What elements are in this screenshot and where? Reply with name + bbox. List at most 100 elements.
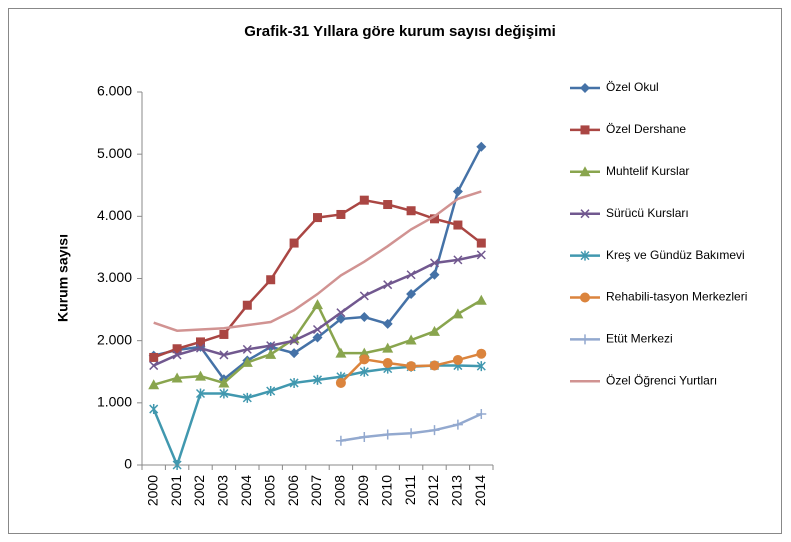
x-tick-label: 2001 <box>168 475 184 506</box>
marker <box>383 200 393 210</box>
chart-border <box>8 8 782 534</box>
x-tick-label: 2014 <box>472 475 488 506</box>
marker <box>452 308 464 319</box>
marker <box>195 370 206 381</box>
marker <box>452 419 463 430</box>
legend-label: Özel Öğrenci Yurtları <box>606 373 717 387</box>
legend-label: Muhtelif Kurslar <box>606 164 689 178</box>
marker <box>429 360 440 371</box>
x-tick-label: 2011 <box>402 475 418 505</box>
marker <box>476 361 486 372</box>
marker <box>359 354 370 365</box>
marker <box>406 206 416 216</box>
marker <box>452 186 463 197</box>
y-tick-label: 1.000 <box>97 394 132 410</box>
legend-label: Sürücü Kursları <box>606 206 689 220</box>
marker <box>266 275 276 285</box>
marker <box>171 372 183 383</box>
marker <box>406 361 417 372</box>
marker <box>580 250 590 261</box>
marker <box>476 238 486 248</box>
marker <box>289 348 300 359</box>
x-tick-label: 2009 <box>355 475 371 506</box>
marker <box>336 209 346 219</box>
marker <box>476 141 487 152</box>
marker <box>218 377 230 388</box>
y-tick-label: 0 <box>124 456 132 472</box>
marker <box>579 166 591 177</box>
marker <box>172 460 182 470</box>
marker <box>580 83 590 93</box>
marker <box>242 300 252 310</box>
marker <box>580 125 590 135</box>
x-tick-label: 2006 <box>285 475 301 506</box>
x-tick-label: 2008 <box>332 475 348 506</box>
marker <box>242 392 252 403</box>
legend-label: Rehabili-tasyon Merkezleri <box>606 290 747 304</box>
marker <box>149 404 159 415</box>
marker <box>149 361 159 371</box>
marker <box>406 428 417 439</box>
marker <box>406 270 416 280</box>
marker <box>382 358 393 369</box>
marker <box>289 377 299 388</box>
marker <box>453 255 463 265</box>
marker <box>452 354 463 365</box>
y-tick-label: 3.000 <box>97 269 132 285</box>
marker <box>358 347 370 358</box>
marker <box>335 313 346 324</box>
y-tick-label: 6.000 <box>97 83 132 99</box>
marker <box>580 292 590 303</box>
marker <box>241 356 253 367</box>
marker <box>335 347 347 358</box>
marker <box>429 325 440 336</box>
x-tick-label: 2000 <box>144 475 160 506</box>
marker <box>336 308 346 318</box>
marker <box>405 334 417 345</box>
marker <box>265 348 277 359</box>
marker <box>149 352 159 362</box>
marker <box>335 435 346 446</box>
marker <box>312 299 323 310</box>
marker <box>172 344 182 354</box>
marker <box>429 425 440 436</box>
marker <box>475 294 487 305</box>
marker <box>196 337 205 347</box>
marker <box>195 343 206 353</box>
legend-label: Özel Dershane <box>606 122 686 136</box>
marker <box>266 341 276 351</box>
chart-title: Grafik-31 Yıllara göre kurum sayısı deği… <box>244 23 556 40</box>
marker <box>383 280 393 290</box>
marker <box>266 386 276 397</box>
marker <box>219 350 229 360</box>
marker <box>359 291 369 301</box>
marker <box>335 377 346 388</box>
x-tick-label: 2005 <box>261 475 277 506</box>
marker <box>359 312 370 323</box>
legend-label: Kreş ve Gündüz Bakımevi <box>606 248 745 262</box>
x-tick-label: 2012 <box>425 475 441 506</box>
y-tick-label: 4.000 <box>97 207 132 223</box>
x-tick-label: 2010 <box>378 475 394 506</box>
legend-label: Özel Okul <box>606 80 659 94</box>
x-tick-label: 2002 <box>191 475 207 506</box>
marker <box>219 388 229 399</box>
marker <box>312 332 323 343</box>
marker <box>476 409 487 420</box>
x-tick-label: 2004 <box>238 475 254 506</box>
marker <box>359 195 369 205</box>
series-line <box>153 190 482 332</box>
marker <box>172 350 182 360</box>
marker <box>580 209 590 219</box>
marker <box>453 220 463 230</box>
marker <box>382 429 393 440</box>
marker <box>430 214 439 224</box>
marker <box>312 324 323 335</box>
legend-label: Etüt Merkezi <box>606 332 673 346</box>
marker <box>429 269 440 280</box>
marker <box>242 344 252 354</box>
marker <box>312 374 323 385</box>
y-axis-label: Kurum sayısı <box>55 234 71 322</box>
y-tick-label: 5.000 <box>97 145 132 161</box>
